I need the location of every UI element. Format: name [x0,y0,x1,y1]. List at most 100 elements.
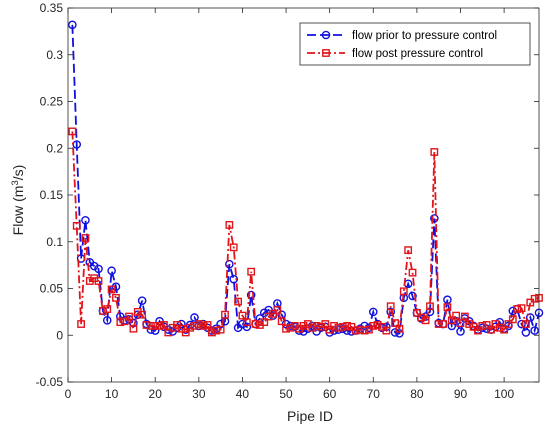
legend-marker-1 [321,30,331,40]
series-1-point-40 [238,319,247,329]
series-2-point-68 [360,326,369,335]
series-1-point-7 [94,264,103,274]
series-2-point-28 [186,323,195,332]
series-2-point-97 [487,325,495,334]
series-2-point-22 [160,321,168,329]
series-1-point-70 [368,307,378,317]
series-2-point-66 [351,326,360,335]
series-2-point-100 [500,325,509,334]
x-tick-label-9: 90 [454,387,468,401]
series-2-point-43 [251,320,260,328]
series-2-point-42 [247,267,256,276]
legend-box [299,22,531,66]
series-2-point-96 [482,321,491,329]
series-2-point-76 [395,324,404,333]
series-2-point-3 [77,320,85,328]
series-2-point-91 [460,312,469,321]
x-tick-label-0: 0 [65,387,72,401]
y-axis-title-sup: 3 [10,180,21,185]
series-2-point-31 [199,322,208,330]
series-2-point-4 [81,234,90,242]
series-1-line [71,24,540,335]
x-tick-label-5: 50 [279,387,293,401]
series-1-point-29 [190,313,199,322]
series-2-point-30 [194,320,203,328]
series-2-point-83 [426,302,434,311]
x-tick-label-7: 70 [367,387,381,401]
series-1-point-4 [81,215,90,225]
series-2-point-14 [125,312,133,321]
series-2-point-107 [530,294,539,303]
series-1-point-84 [430,214,439,223]
series-2-point-73 [382,326,391,335]
series-1-point-1 [68,20,77,30]
x-tick-label-6: 60 [323,387,337,401]
y-tick-label-3: 0.1 [46,235,63,249]
series-2-point-105 [522,320,530,328]
x-tick-label-8: 80 [410,387,424,401]
series-2-point-84 [430,148,439,156]
series-2-point-85 [434,320,443,328]
series-2-point-95 [478,322,487,330]
series-2-point-1 [68,127,77,136]
series-2-point-33 [208,328,216,337]
series-2-point-38 [229,243,238,252]
series-1-point-105 [521,328,531,337]
series-1-point-10 [107,266,116,276]
series-2-point-64 [343,322,352,330]
series-2-point-75 [391,319,399,327]
series-2-point-51 [286,323,295,332]
series-1-point-26 [177,319,186,329]
series-2-point-49 [277,317,286,326]
series-2-point-77 [399,287,408,296]
series-2-point-88 [447,316,456,325]
series-2-point-2 [72,221,81,230]
series-1-point-88 [447,321,457,331]
y-axis-title-main: Flow (m [10,186,26,236]
series-2-point-71 [373,321,382,329]
x-tick-label-1: 10 [105,387,119,401]
series-1-point-106 [525,313,535,322]
series-2-point-79 [408,268,417,277]
y-tick-label-6: 0.25 [40,95,64,109]
axes-layer: 0 10 20 30 40 50 60 70 80 90 100-0.0500.050.10.150… [36,1,540,401]
series-2-point-62 [334,323,343,332]
series-2-point-17 [138,310,147,319]
series-2-point-70 [369,322,378,330]
y-tick-label-8: 0.35 [40,1,64,15]
series-2-point-59 [321,320,330,328]
series-2-point-103 [513,305,522,313]
series-2-point-78 [404,246,413,255]
series-2-point-18 [142,321,151,329]
series-1-point-9 [102,315,112,325]
legend-marker-2 [322,49,330,57]
series-2-point-67 [356,325,365,334]
series-2-point-29 [190,322,199,330]
series-1-point-41 [242,322,252,332]
series-2-point-89 [452,311,461,320]
series-2-point-48 [273,306,282,314]
series-1-point-107 [530,326,539,335]
x-tick-label-3: 30 [192,387,206,401]
y-tick-label-2: 0.05 [40,282,64,296]
series-2-point-99 [495,323,504,332]
series-1-point-90 [456,327,465,336]
series-1-point-17 [137,296,147,305]
series-2-point-101 [504,320,513,328]
series-2-point-36 [221,310,229,319]
y-tick-label-0: -0.05 [36,375,64,389]
series-2-point-63 [338,322,347,331]
series-2-point-12 [116,318,125,327]
series-1-point-20 [150,326,160,335]
series-2-point-21 [155,322,164,330]
series-1-point-6 [89,261,99,271]
series-1-point-74 [386,307,396,317]
y-axis-title: Flow (m3/s) [10,165,26,236]
series-2-point-104 [517,304,526,313]
x-tick-label-4: 40 [236,387,250,401]
series-2-point-102 [508,315,517,324]
series-2-point-45 [260,318,269,327]
series-2-point-35 [216,325,225,334]
series-2-point-27 [181,328,190,337]
series-2-point-7 [94,277,103,285]
